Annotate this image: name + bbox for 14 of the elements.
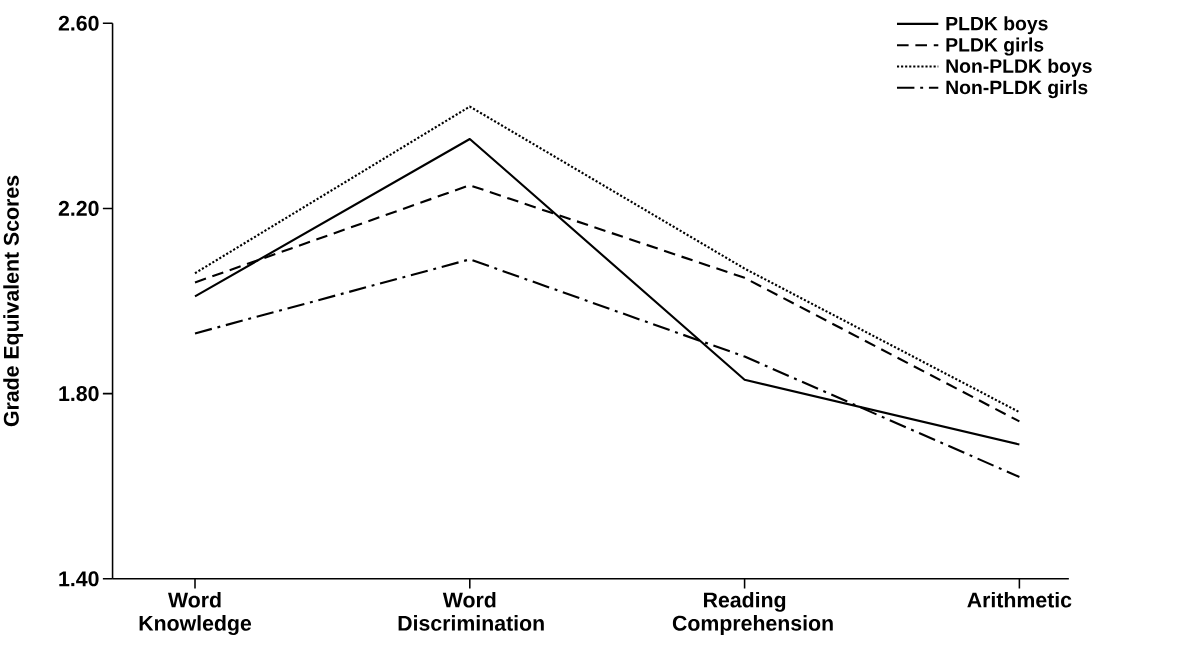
legend-label: PLDK boys — [946, 16, 1048, 35]
y-tick-label: 1.40 — [59, 571, 99, 587]
y-tick-label: 2.20 — [58, 201, 99, 217]
x-tick-label: Word Knowledge — [139, 592, 252, 636]
x-tick-label: Arithmetic — [967, 592, 1072, 608]
line-series — [193, 105, 1021, 414]
y-axis-title: Grade Equivalent Scores — [3, 176, 24, 427]
legend-label: Non-PLDK girls — [946, 80, 1088, 99]
legend-label: Non-PLDK boys — [946, 58, 1092, 77]
y-tick-label: 2.60 — [58, 15, 99, 31]
x-tick-label: Word Discrimination — [398, 592, 544, 631]
y-tick-label: 1.80 — [59, 386, 99, 402]
x-tick-label: Reading Comprehension — [672, 592, 833, 636]
legend-label: PLDK girls — [946, 37, 1044, 56]
